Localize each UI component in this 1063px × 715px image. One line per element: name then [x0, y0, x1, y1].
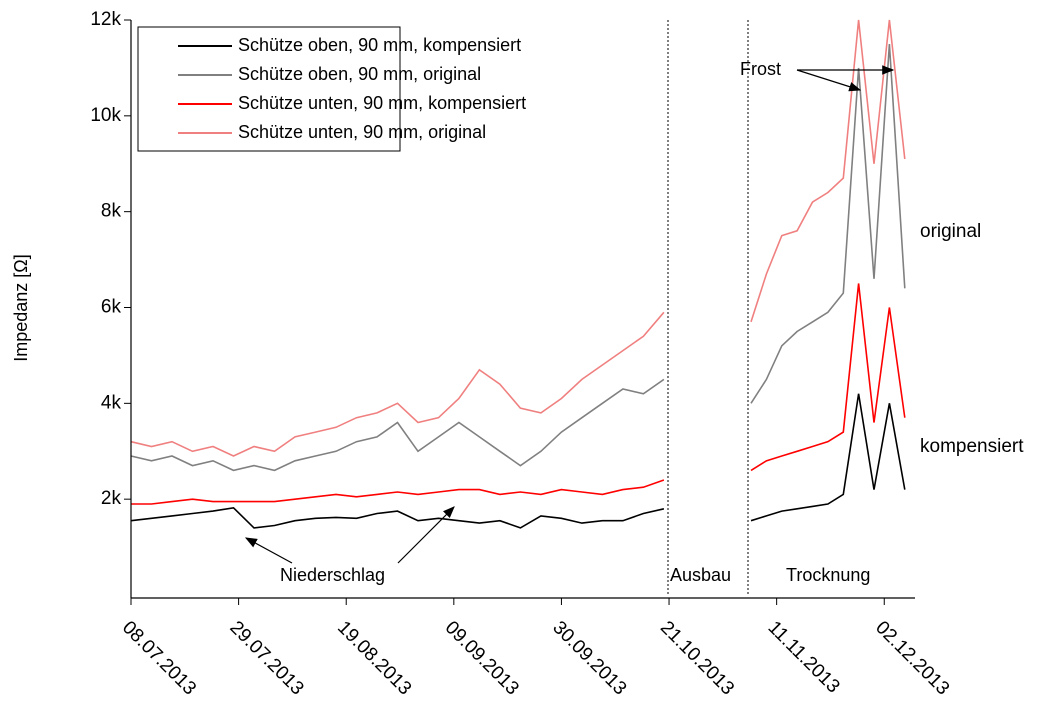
y-tick-label: 2k: [101, 488, 122, 509]
y-tick-label: 12k: [90, 9, 121, 30]
y-axis-label: Impedanz [Ω]: [11, 254, 31, 362]
legend-label: Schütze unten, 90 mm, kompensiert: [238, 93, 526, 113]
legend-label: Schütze oben, 90 mm, original: [238, 64, 481, 84]
x-tick-label: 30.09.2013: [548, 617, 630, 699]
x-tick-label: 08.07.2013: [118, 617, 200, 699]
series-line: [131, 283, 906, 505]
annotation: original: [920, 221, 981, 242]
annotation: Niederschlag: [280, 565, 385, 585]
x-tick-label: 09.09.2013: [441, 617, 523, 699]
annotation: Frost: [740, 59, 781, 79]
series-line: [130, 19, 906, 457]
series-line: [130, 393, 906, 529]
y-tick-label: 10k: [90, 105, 121, 126]
y-tick-label: 6k: [101, 297, 122, 318]
y-tick-label: 8k: [101, 201, 122, 222]
series-line: [130, 43, 906, 472]
legend: [137, 26, 401, 152]
arrows: [244, 65, 895, 564]
y-tick-label: 4k: [101, 392, 122, 413]
x-tick-label: 29.07.2013: [226, 617, 308, 699]
legend-label: Schütze oben, 90 mm, kompensiert: [238, 35, 521, 55]
annotation: Ausbau: [670, 565, 731, 585]
x-tick-label: 19.08.2013: [333, 617, 415, 699]
annotation: Trocknung: [786, 565, 870, 585]
x-tick-label: 11.11.2013: [764, 617, 844, 697]
legend-label: Schütze unten, 90 mm, original: [238, 122, 486, 142]
annotation: kompensiert: [920, 436, 1024, 457]
x-tick-label: 21.10.2013: [656, 617, 738, 699]
x-tick-label: 02.12.2013: [871, 617, 953, 699]
